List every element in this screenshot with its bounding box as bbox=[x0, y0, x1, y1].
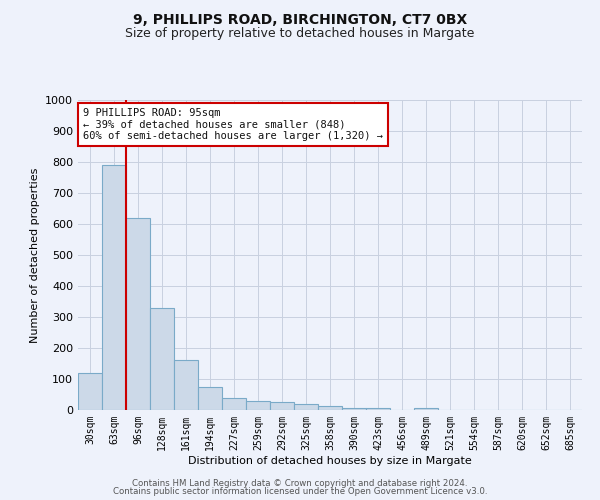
Bar bbox=[342, 408, 366, 410]
Text: Size of property relative to detached houses in Margate: Size of property relative to detached ho… bbox=[125, 28, 475, 40]
Bar bbox=[270, 402, 294, 410]
Bar bbox=[174, 360, 198, 410]
Bar bbox=[102, 165, 126, 410]
X-axis label: Distribution of detached houses by size in Margate: Distribution of detached houses by size … bbox=[188, 456, 472, 466]
Bar bbox=[126, 218, 150, 410]
Bar bbox=[198, 387, 222, 410]
Text: 9 PHILLIPS ROAD: 95sqm
← 39% of detached houses are smaller (848)
60% of semi-de: 9 PHILLIPS ROAD: 95sqm ← 39% of detached… bbox=[83, 108, 383, 141]
Bar bbox=[366, 408, 390, 410]
Bar bbox=[294, 404, 318, 410]
Text: Contains public sector information licensed under the Open Government Licence v3: Contains public sector information licen… bbox=[113, 487, 487, 496]
Bar bbox=[414, 408, 438, 410]
Bar bbox=[246, 402, 270, 410]
Y-axis label: Number of detached properties: Number of detached properties bbox=[29, 168, 40, 342]
Bar bbox=[150, 308, 174, 410]
Bar bbox=[78, 373, 102, 410]
Text: Contains HM Land Registry data © Crown copyright and database right 2024.: Contains HM Land Registry data © Crown c… bbox=[132, 478, 468, 488]
Bar bbox=[222, 398, 246, 410]
Text: 9, PHILLIPS ROAD, BIRCHINGTON, CT7 0BX: 9, PHILLIPS ROAD, BIRCHINGTON, CT7 0BX bbox=[133, 12, 467, 26]
Bar bbox=[318, 406, 342, 410]
